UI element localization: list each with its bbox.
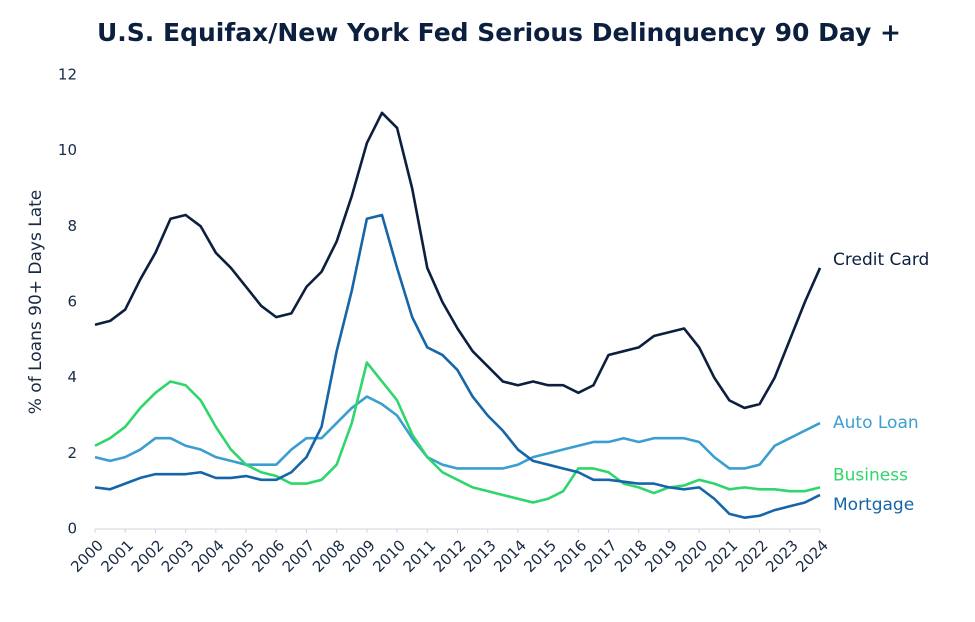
x-tick-label: 2023 <box>762 536 802 576</box>
x-tick-label: 2004 <box>188 536 228 576</box>
x-tick-label: 2013 <box>460 536 500 576</box>
x-tick-label: 2011 <box>400 536 440 576</box>
x-tick-label: 2024 <box>792 536 832 576</box>
y-tick-label: 12 <box>58 66 77 84</box>
x-tick-label: 2012 <box>430 536 470 576</box>
legend-label: Auto Loan <box>833 413 919 433</box>
x-tick-label: 2016 <box>551 536 591 576</box>
line <box>94 361 821 504</box>
x-tick-label: 2014 <box>490 536 530 576</box>
x-tick-label: 2021 <box>702 536 742 576</box>
legend-label: Credit Card <box>833 250 929 270</box>
legend-label: Mortgage <box>833 495 914 515</box>
y-tick-label: 10 <box>58 141 77 159</box>
line <box>94 213 821 519</box>
x-tick-label: 2015 <box>520 536 560 576</box>
x-tick-label: 2007 <box>279 536 319 576</box>
x-tick-label: 2022 <box>732 536 772 576</box>
x-tick-label: 2018 <box>611 536 651 576</box>
y-tick-label: 6 <box>67 293 77 311</box>
x-tick-label: 2019 <box>641 536 681 576</box>
x-tick-label: 2017 <box>581 536 621 576</box>
x-tick-label: 2020 <box>671 536 711 576</box>
x-tick-label: 2001 <box>97 536 137 576</box>
x-tick-label: 2005 <box>218 536 258 576</box>
x-tick-label: 2009 <box>339 536 379 576</box>
x-tick-label: 2000 <box>67 536 107 576</box>
y-tick-label: 0 <box>67 520 77 538</box>
y-tick-label: 4 <box>67 368 77 386</box>
line <box>94 395 821 470</box>
y-axis-label: % of Loans 90+ Days Late <box>26 190 46 415</box>
legend-label: Business <box>833 465 908 485</box>
x-tick-label: 2003 <box>158 536 198 576</box>
x-tick-label: 2008 <box>309 536 349 576</box>
x-tick-label: 2002 <box>128 536 168 576</box>
y-tick-label: 8 <box>67 217 77 235</box>
y-tick-label: 2 <box>67 444 77 462</box>
line <box>94 111 822 410</box>
x-tick-label: 2006 <box>249 536 289 576</box>
x-tick-label: 2010 <box>369 536 409 576</box>
chart-title: U.S. Equifax/New York Fed Serious Delinq… <box>97 18 901 47</box>
